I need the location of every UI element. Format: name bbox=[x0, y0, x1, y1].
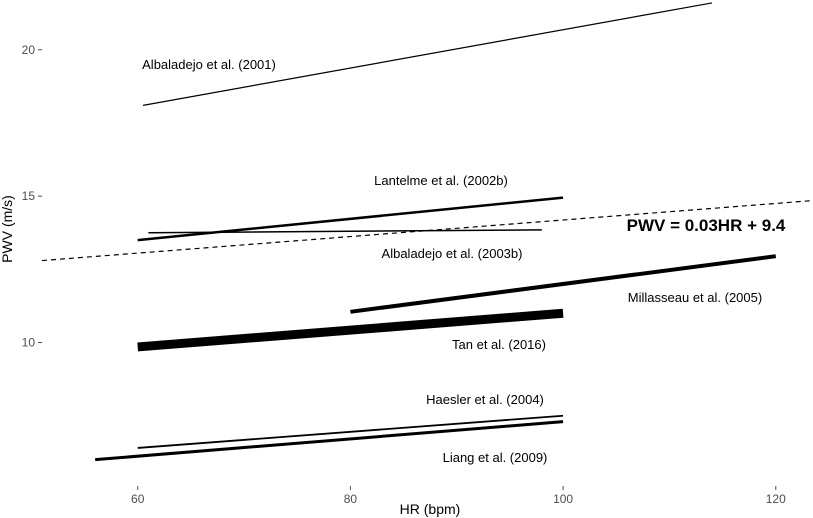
x-tick-label: 100 bbox=[553, 492, 573, 506]
ticks: 60 80 100 120 10 15 20 bbox=[22, 43, 786, 506]
series-line-albaladejo-et-al-2001 bbox=[142, 2, 713, 106]
axes: HR (bpm) PWV (m/s) bbox=[0, 195, 460, 517]
series-label-haesler-et-al-2004: Haesler et al. (2004) bbox=[426, 392, 544, 407]
y-tick-label: 20 bbox=[22, 43, 36, 57]
x-tick-label: 60 bbox=[131, 492, 145, 506]
fit-line bbox=[41, 199, 813, 262]
series-labels: Albaladejo et al. (2001) Lantelme et al. … bbox=[142, 57, 786, 465]
fit-equation-label: PWV = 0.03HR + 9.4 bbox=[627, 216, 786, 235]
x-tick-label: 120 bbox=[766, 492, 786, 506]
series-line-tan-et-al-2016 bbox=[137, 308, 564, 352]
series-line-liang-et-al-2009 bbox=[95, 420, 564, 462]
series-label-albaladejo-et-al-2003b: Albaladejo et al. (2003b) bbox=[382, 246, 523, 261]
series-line-lantelme-et-al-2002b bbox=[137, 196, 564, 242]
series-label-tan-et-al-2016: Tan et al. (2016) bbox=[452, 337, 546, 352]
series-label-millasseau-et-al-2005: Millasseau et al. (2005) bbox=[628, 290, 762, 305]
series-label-albaladejo-et-al-2001: Albaladejo et al. (2001) bbox=[142, 57, 276, 72]
series-label-lantelme-et-al-2002b: Lantelme et al. (2002b) bbox=[374, 173, 508, 188]
y-tick-label: 10 bbox=[22, 336, 36, 350]
y-axis-title: PWV (m/s) bbox=[0, 195, 15, 263]
series-lines bbox=[41, 2, 813, 462]
y-tick-label: 15 bbox=[22, 189, 36, 203]
x-axis-title: HR (bpm) bbox=[400, 501, 461, 517]
series-line-haesler-et-al-2004 bbox=[137, 414, 564, 449]
x-tick-label: 80 bbox=[344, 492, 358, 506]
series-label-liang-et-al-2009: Liang et al. (2009) bbox=[443, 450, 548, 465]
series-line-millasseau-et-al-2005 bbox=[350, 254, 777, 314]
series-line-albaladejo-et-al-2003b bbox=[148, 229, 542, 234]
